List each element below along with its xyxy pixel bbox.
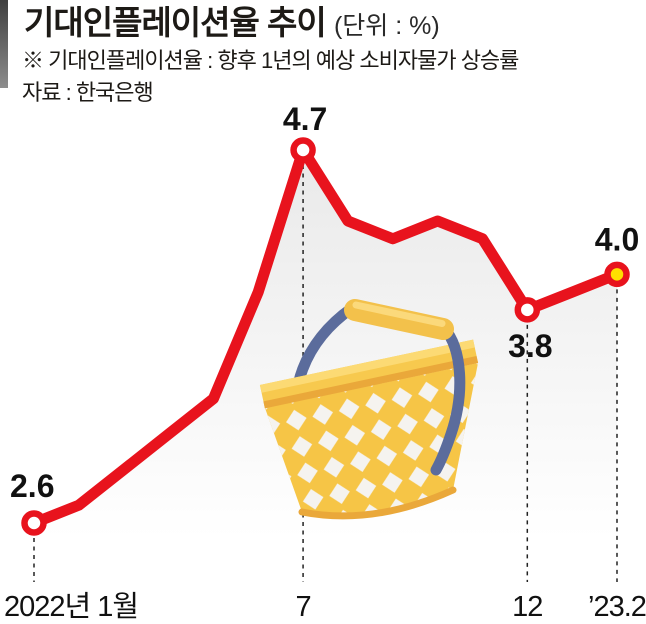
x-tick-label: 2022년 1월 (4, 590, 138, 623)
definition-note: ※ 기대인플레이션율 : 향후 1년의 예상 소비자물가 상승률 (22, 48, 519, 73)
basket-rim-shadow (263, 356, 479, 409)
basket-lattice (265, 363, 478, 516)
title-accent-bar (0, 0, 8, 88)
basket-grip (344, 299, 454, 340)
chart-labels: 2.6 4.7 3.8 4.0 2022년 1월 7 12 ’23.2 (4, 101, 646, 623)
data-point-markers (21, 137, 630, 536)
marker-4.7 (290, 137, 316, 163)
page-title: 기대인플레이션율 추이 (단위 : %) (24, 0, 440, 47)
x-tick-label: 12 (512, 591, 542, 623)
marker-2.6 (21, 510, 47, 536)
dashed-guide-lines (33, 164, 618, 582)
basket-rim-highlight (259, 339, 475, 393)
basket-bottom-edge (298, 486, 457, 520)
x-tick-label: 7 (296, 591, 311, 623)
basket-right-handle (430, 322, 466, 476)
value-label-2.6: 2.6 (10, 468, 54, 504)
title-text: 기대인플레이션율 추이 (24, 4, 327, 41)
inflation-line (28, 144, 623, 529)
header: 기대인플레이션율 추이 (단위 : %) ※ 기대인플레이션율 : 향후 1년의… (22, 0, 519, 105)
value-label-3.8: 3.8 (508, 328, 552, 364)
unit-label: (단위 : %) (333, 12, 440, 40)
x-tick-label: ’23.2 (588, 591, 646, 623)
marker-3.8 (514, 297, 541, 323)
area-fill (34, 150, 617, 582)
value-label-4.7: 4.7 (283, 101, 327, 137)
value-label-4.0: 4.0 (595, 221, 639, 257)
source-credit: 자료 : 한국은행 (22, 80, 154, 105)
basket-grip-highlight (352, 301, 446, 327)
highlight-marker-4.0 (604, 261, 630, 288)
shopping-basket-illustration (259, 299, 479, 520)
